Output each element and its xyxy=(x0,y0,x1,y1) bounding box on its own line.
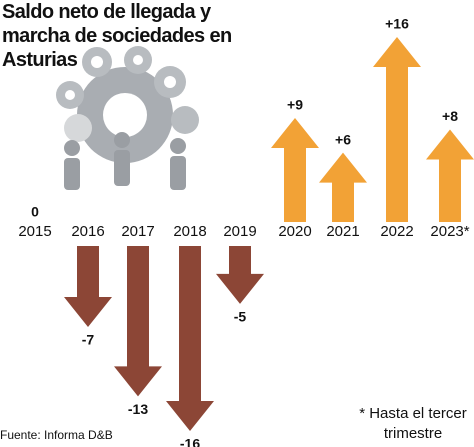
arrow xyxy=(319,152,367,222)
arrow xyxy=(216,246,264,304)
x-tick-label: 2020 xyxy=(278,223,311,240)
value-label: +8 xyxy=(442,108,458,124)
arrow xyxy=(64,246,112,327)
value-label: -16 xyxy=(180,436,200,447)
x-tick-label: 2017 xyxy=(121,223,154,240)
arrow xyxy=(271,117,319,222)
value-label: -13 xyxy=(128,401,148,417)
x-tick-label: 2015 xyxy=(18,223,51,240)
arrow xyxy=(373,37,421,222)
arrow xyxy=(426,129,474,222)
value-label: -7 xyxy=(82,332,95,348)
x-tick-label: 2018 xyxy=(173,223,206,240)
x-tick-label: 2022 xyxy=(380,223,413,240)
value-label: +6 xyxy=(335,131,351,147)
gears-illustration xyxy=(56,46,199,190)
source: Fuente: Informa D&B xyxy=(0,428,113,442)
value-label: +9 xyxy=(287,97,303,113)
x-tick-label: 2019 xyxy=(223,223,256,240)
arrow xyxy=(114,246,162,397)
arrow xyxy=(166,246,214,431)
chart-title: Saldo neto de llegada y marcha de socied… xyxy=(2,1,232,71)
x-tick-label: 2021 xyxy=(326,223,359,240)
value-label: 0 xyxy=(31,204,39,220)
x-tick-label: 2016 xyxy=(71,223,104,240)
value-label: +16 xyxy=(385,16,409,32)
footnote: * Hasta el tercer trimestre xyxy=(359,405,467,442)
value-label: -5 xyxy=(234,309,247,325)
x-tick-label: 2023* xyxy=(430,223,469,240)
